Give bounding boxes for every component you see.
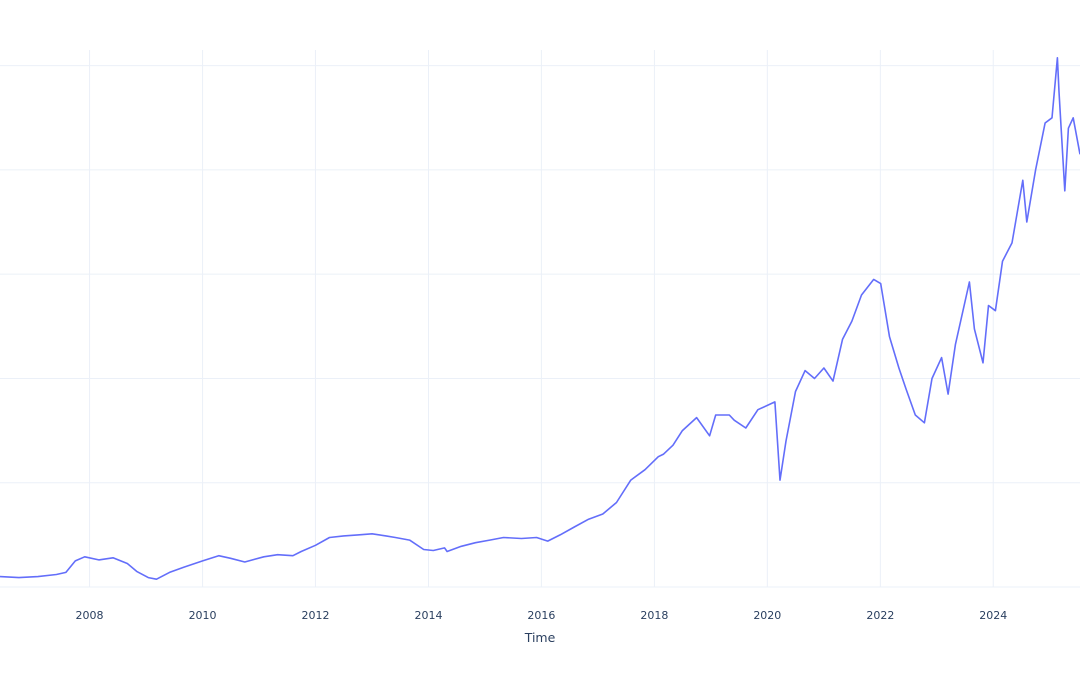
- x-axis-title: Time: [524, 630, 556, 645]
- x-tick-label: 2024: [979, 609, 1007, 622]
- y-gridlines: [0, 65, 1080, 588]
- x-tick-label: 2010: [189, 609, 217, 622]
- x-tick-label: 2016: [527, 609, 555, 622]
- x-tick-label: 2014: [415, 609, 443, 622]
- x-tick-label: 2012: [301, 609, 329, 622]
- series-line: [0, 57, 1080, 580]
- x-gridlines: [89, 50, 994, 587]
- series-layer: [0, 57, 1080, 580]
- x-tick-label: 2018: [640, 609, 668, 622]
- x-tick-labels: 2008 2010 2012 2014 2016 2018 2020 2022 2024: [76, 609, 1008, 622]
- x-tick-label: 2020: [753, 609, 781, 622]
- x-tick-label: 2008: [76, 609, 104, 622]
- x-tick-label: 2022: [866, 609, 894, 622]
